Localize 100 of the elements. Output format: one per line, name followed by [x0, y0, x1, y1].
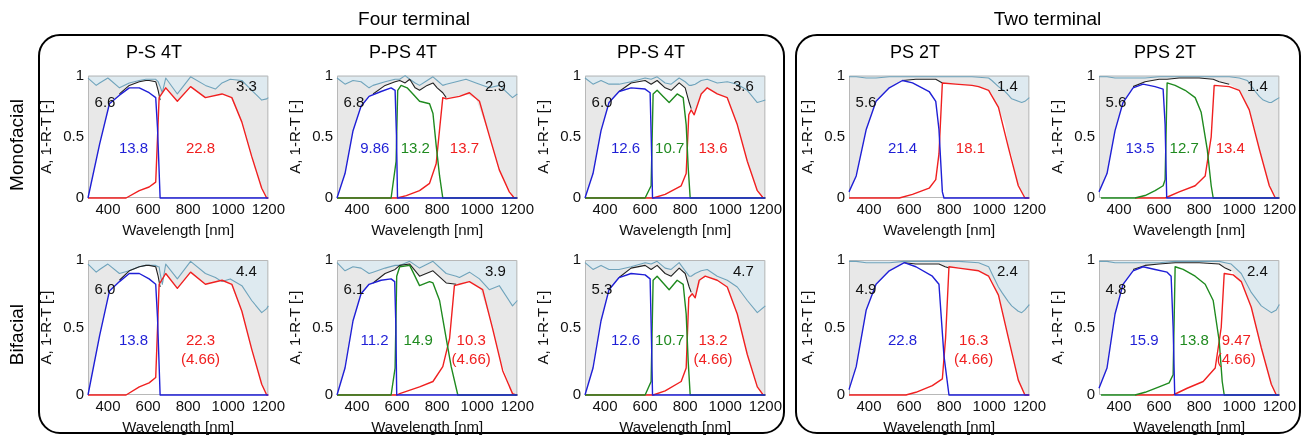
- y-tick-label: 1: [75, 65, 84, 83]
- annotation: 3.6: [732, 76, 754, 94]
- y-axis-title: A, 1-R-T [-]: [798, 290, 816, 365]
- annotation: 6.1: [343, 279, 365, 297]
- x-tick-label: 800: [936, 397, 962, 415]
- x-tick-label: 800: [424, 397, 450, 415]
- x-tick-label: 400: [1106, 397, 1132, 415]
- series-label: 13.8: [118, 331, 149, 349]
- y-axis-title: A, 1-R-T [-]: [37, 99, 55, 174]
- series-label: 13.2: [400, 139, 430, 157]
- y-tick-label: 0.5: [1074, 317, 1095, 335]
- x-tick-label: 800: [1186, 397, 1212, 415]
- x-tick-label: 800: [175, 200, 201, 218]
- x-axis-title: Wavelength [nm]: [883, 418, 996, 436]
- x-tick-label: 1200: [500, 200, 534, 218]
- y-tick-label: 0.5: [824, 317, 845, 335]
- x-tick-label: 600: [135, 200, 161, 218]
- x-tick-label: 400: [95, 200, 121, 218]
- y-axis-title: A, 1-R-T [-]: [534, 99, 552, 174]
- y-tick-label: 1: [1086, 65, 1095, 83]
- x-tick-label: 1000: [972, 200, 1006, 218]
- x-tick-label: 1000: [211, 200, 245, 218]
- x-tick-label: 400: [856, 200, 882, 218]
- annotation: 1.4: [996, 76, 1018, 94]
- annotation: 2.4: [1246, 262, 1268, 280]
- text: Monofacial: [6, 99, 28, 191]
- series-label: 9.86: [360, 139, 390, 157]
- series-label: 12.7: [1169, 139, 1199, 157]
- text: Bifacial: [6, 304, 28, 366]
- x-tick-label: 400: [1106, 200, 1132, 218]
- y-tick-label: 0.5: [312, 317, 333, 335]
- x-tick-label: 1200: [500, 397, 534, 415]
- y-tick-label: 0.5: [824, 126, 845, 144]
- x-axis-title: Wavelength [nm]: [883, 221, 996, 239]
- annotation: 6.0: [591, 92, 613, 110]
- chart-title: PS 2T: [889, 41, 941, 62]
- x-tick-label: 1000: [460, 200, 494, 218]
- x-axis-title: Wavelength [nm]: [1133, 418, 1246, 436]
- x-axis-title: Wavelength [nm]: [619, 418, 732, 436]
- series-label: 13.6: [698, 139, 728, 157]
- x-axis-title: Wavelength [nm]: [371, 221, 484, 239]
- y-tick-label: 1: [1086, 250, 1095, 268]
- series-label: 18.1: [955, 139, 986, 157]
- x-axis-title: Wavelength [nm]: [371, 418, 484, 436]
- series-label: 11.2: [360, 331, 389, 349]
- x-tick-label: 600: [896, 397, 922, 415]
- y-tick-label: 0: [75, 385, 84, 403]
- y-axis-title: A, 1-R-T [-]: [1048, 99, 1066, 174]
- x-tick-label: 800: [672, 200, 698, 218]
- x-tick-label: 400: [344, 397, 370, 415]
- x-tick-label: 1000: [1222, 397, 1256, 415]
- x-tick-label: 600: [1146, 397, 1172, 415]
- chart-title: P-S 4T: [125, 41, 183, 62]
- x-tick-label: 800: [175, 397, 201, 415]
- x-tick-label: 1000: [460, 397, 494, 415]
- y-tick-label: 0.5: [63, 126, 84, 144]
- series-label: 10.7: [655, 331, 685, 349]
- annotation: 4.7: [732, 262, 754, 280]
- x-tick-label: 1000: [211, 397, 245, 415]
- chart-title: PPS 2T: [1133, 41, 1197, 62]
- y-axis-title: A, 1-R-T [-]: [37, 290, 55, 365]
- y-tick-label: 0: [836, 385, 845, 403]
- y-tick-label: 0.5: [560, 126, 581, 144]
- y-tick-label: 0.5: [560, 317, 581, 335]
- series-label: 12.6: [610, 139, 641, 157]
- x-tick-label: 800: [1186, 200, 1212, 218]
- annotation: 6.6: [94, 92, 116, 110]
- x-tick-label: 400: [592, 200, 618, 218]
- y-axis-title: A, 1-R-T [-]: [286, 99, 304, 174]
- x-tick-label: 1200: [1012, 200, 1046, 218]
- y-tick-label: 1: [324, 250, 333, 268]
- annotation: 4.4: [235, 262, 257, 280]
- x-tick-label: 1000: [1222, 200, 1256, 218]
- x-tick-label: 400: [592, 397, 618, 415]
- annotation: 2.4: [996, 262, 1018, 280]
- x-tick-label: 1200: [1262, 200, 1296, 218]
- series-label: 21.4: [887, 139, 918, 157]
- x-tick-label: 800: [672, 397, 698, 415]
- series-label: 10.3 (4.66): [451, 331, 491, 368]
- x-tick-label: 1200: [251, 200, 285, 218]
- y-tick-label: 0.5: [63, 317, 84, 335]
- y-tick-label: 1: [836, 65, 845, 83]
- x-tick-label: 400: [344, 200, 370, 218]
- x-tick-label: 600: [384, 397, 410, 415]
- x-tick-label: 600: [896, 200, 922, 218]
- x-tick-label: 400: [856, 397, 882, 415]
- y-tick-label: 1: [836, 250, 845, 268]
- x-tick-label: 1200: [748, 200, 782, 218]
- y-tick-label: 0: [572, 188, 581, 206]
- y-tick-label: 0: [324, 385, 333, 403]
- y-tick-label: 1: [572, 65, 581, 83]
- y-tick-label: 0: [324, 188, 333, 206]
- x-tick-label: 600: [632, 397, 658, 415]
- y-tick-label: 1: [75, 250, 84, 268]
- series-label: 14.9: [403, 331, 433, 349]
- series-label: 22.3 (4.66): [180, 331, 221, 368]
- x-axis-title: Wavelength [nm]: [1133, 221, 1246, 239]
- series-label: 22.8: [185, 139, 216, 157]
- y-axis-title: A, 1-R-T [-]: [1048, 290, 1066, 365]
- series-label: 13.7: [449, 139, 480, 157]
